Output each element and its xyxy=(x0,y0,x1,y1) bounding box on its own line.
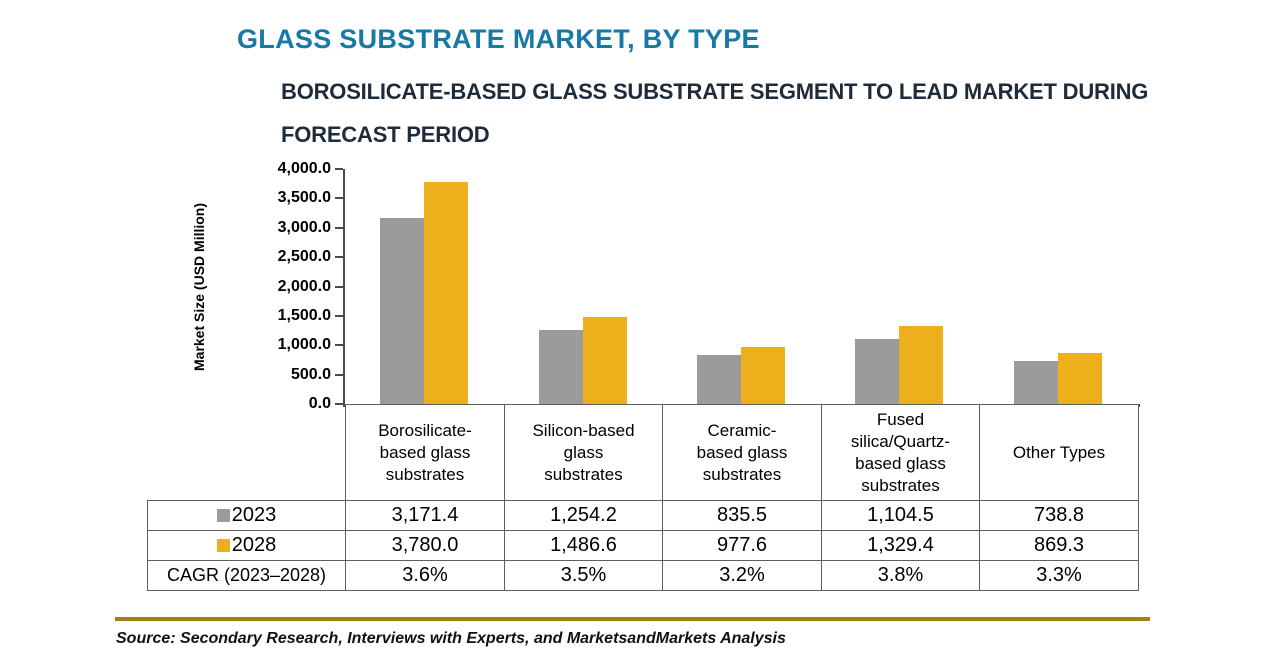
y-tick-mark xyxy=(335,226,343,229)
cagr-label: CAGR (2023–2028) xyxy=(147,560,346,591)
source-note: Source: Secondary Research, Interviews w… xyxy=(116,630,786,647)
legend-swatch-2023 xyxy=(216,509,230,522)
value-cell: 835.5 xyxy=(662,500,822,531)
category-header-cell: Ceramic- based glass substrates xyxy=(662,404,822,501)
value-cell: 738.8 xyxy=(979,500,1139,531)
bar-2023-3 xyxy=(697,355,741,404)
plot-area xyxy=(343,169,1140,407)
y-tick-label: 2,000.0 xyxy=(277,277,331,295)
y-tick-mark xyxy=(335,256,343,259)
table-row: 2028 3,780.0 1,486.6 977.6 1,329.4 869.3 xyxy=(147,530,1139,561)
y-tick-label: 1,500.0 xyxy=(277,306,331,324)
y-tick-mark xyxy=(335,314,343,317)
y-tick-mark xyxy=(335,168,343,170)
bar-2023-2 xyxy=(538,330,583,404)
value-cell: 1,104.5 xyxy=(821,500,980,531)
y-tick-mark xyxy=(335,344,343,347)
value-cell: 3.2% xyxy=(662,560,822,591)
y-tick-mark xyxy=(335,197,343,200)
y-tick-mark xyxy=(335,403,343,405)
gold-divider xyxy=(115,617,1150,621)
value-cell: 977.6 xyxy=(662,530,822,561)
value-cell: 3,780.0 xyxy=(345,530,505,561)
page-title: GLASS SUBSTRATE MARKET, BY TYPE xyxy=(237,24,760,54)
bar-2023-1 xyxy=(380,218,425,404)
legend-swatch-2028 xyxy=(216,539,230,552)
y-tick-label: 2,500.0 xyxy=(277,248,331,266)
legend-label-2028: 2028 xyxy=(147,530,346,561)
category-header-cell: Silicon-based glass substrates xyxy=(504,404,663,501)
bar-2028-4 xyxy=(899,326,944,404)
bar-2028-1 xyxy=(424,182,469,404)
table-header-row: Borosilicate- based glass substrates Sili… xyxy=(148,404,1139,501)
legend-label-2023: 2023 xyxy=(147,500,346,531)
y-tick-label: 4,000.0 xyxy=(277,160,331,177)
y-axis-title: Market Size (USD Million) xyxy=(191,202,207,371)
y-tick-label: 3,000.0 xyxy=(277,218,331,236)
value-cell: 3.3% xyxy=(979,560,1139,591)
value-cell: 1,254.2 xyxy=(504,500,663,531)
value-cell: 3,171.4 xyxy=(345,500,505,531)
bar-2028-3 xyxy=(741,347,785,404)
value-cell: 1,486.6 xyxy=(504,530,663,561)
y-tick-label: 0.0 xyxy=(308,395,331,412)
table-row: 2023 3,171.4 1,254.2 835.5 1,104.5 738.8 xyxy=(147,500,1139,531)
bar-2028-2 xyxy=(582,317,627,404)
category-header-cell: Fused silica/Quartz- based glass substra… xyxy=(821,404,980,501)
bar-2028-5 xyxy=(1057,353,1102,404)
chart-subtitle: BOROSILICATE-BASED GLASS SUBSTRATE SEGME… xyxy=(281,79,1149,147)
y-tick-label: 500.0 xyxy=(290,365,331,383)
bar-2023-4 xyxy=(855,339,900,404)
category-header-cell: Other Types xyxy=(979,404,1139,501)
category-header-cell: Borosilicate- based glass substrates xyxy=(345,404,505,501)
y-tick-label: 1,000.0 xyxy=(277,336,331,354)
table-blank-cell xyxy=(148,405,346,501)
value-cell: 3.5% xyxy=(504,560,663,591)
y-tick-label: 3,500.0 xyxy=(277,189,331,207)
table-row: CAGR (2023–2028) 3.6% 3.5% 3.2% 3.8% 3.3% xyxy=(147,560,1139,591)
value-cell: 3.6% xyxy=(345,560,505,591)
y-tick-mark xyxy=(335,285,343,288)
data-table: Borosilicate- based glass substrates Sili… xyxy=(147,404,1139,591)
bar-2023-5 xyxy=(1013,361,1058,404)
value-cell: 869.3 xyxy=(979,530,1139,561)
value-cell: 3.8% xyxy=(821,560,980,591)
y-tick-mark xyxy=(335,373,343,376)
value-cell: 1,329.4 xyxy=(821,530,980,561)
